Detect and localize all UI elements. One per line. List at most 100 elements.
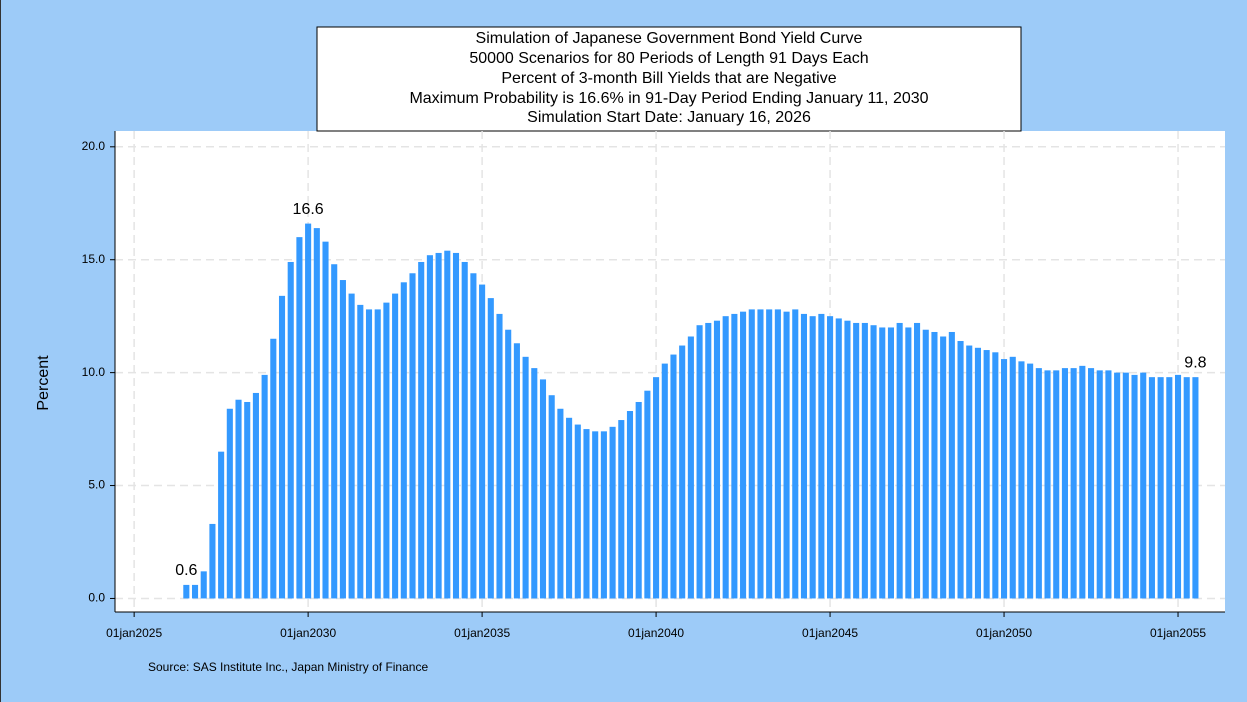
bar [600, 431, 607, 599]
bar [1114, 372, 1121, 599]
bar [531, 368, 538, 599]
bar [1018, 361, 1025, 599]
x-tick-label: 01jan2025 [106, 626, 162, 640]
bar [252, 392, 259, 599]
bar [191, 584, 199, 599]
bar [557, 408, 564, 599]
bar [426, 255, 433, 599]
bar [574, 424, 581, 599]
bar [1009, 356, 1016, 599]
bar [792, 309, 799, 599]
y-tick-label: 5.0 [88, 478, 105, 492]
bar [957, 341, 964, 599]
bar [653, 377, 660, 599]
bar [226, 408, 233, 599]
bar [966, 345, 973, 599]
bar [296, 237, 303, 599]
bar [522, 356, 529, 599]
bar [818, 313, 825, 599]
bar [905, 327, 912, 599]
bar [922, 329, 929, 599]
bar [435, 252, 442, 599]
x-tick-label: 01jan2040 [628, 626, 684, 640]
subtitle: Simulation Start Date: January 16, 2026 [527, 109, 811, 126]
bar [618, 420, 625, 599]
bar [392, 293, 399, 599]
bar [1157, 377, 1164, 599]
subtitle: 50000 Scenarios for 80 Periods of Length… [469, 50, 868, 67]
bar [1122, 372, 1129, 599]
bar [705, 322, 712, 599]
bar [1061, 368, 1068, 599]
data-label: 9.8 [1184, 354, 1206, 371]
bar [1044, 370, 1051, 599]
bar [513, 343, 520, 599]
bar [1027, 363, 1034, 599]
bar [235, 399, 242, 599]
chart-title: Simulation of Japanese Government Bond Y… [476, 30, 863, 47]
bar [209, 523, 216, 599]
bar [287, 261, 294, 599]
x-tick-label: 01jan2035 [454, 626, 510, 640]
bar [374, 309, 381, 599]
bar [261, 374, 268, 599]
bar [357, 304, 364, 599]
x-tick-label: 01jan2050 [976, 626, 1032, 640]
bar [853, 322, 860, 599]
bar [1148, 377, 1155, 599]
bar [583, 429, 590, 599]
bar [313, 228, 320, 599]
bar [278, 295, 286, 599]
bar [566, 417, 573, 599]
bar [1087, 368, 1095, 599]
y-tick-label: 10.0 [82, 365, 106, 379]
x-tick-label: 01jan2030 [280, 626, 336, 640]
bar [218, 451, 225, 599]
bar [731, 313, 738, 599]
bar [835, 318, 842, 599]
bar [270, 338, 277, 599]
bar [1096, 370, 1103, 599]
bar [348, 293, 355, 599]
bar [400, 282, 407, 599]
bar [861, 322, 868, 599]
bar [1131, 374, 1138, 599]
bar [887, 327, 895, 599]
bar [1192, 377, 1199, 599]
x-tick-label: 01jan2045 [802, 626, 858, 640]
bar [322, 241, 329, 599]
bar [879, 327, 886, 599]
bar [609, 426, 616, 599]
bar [870, 325, 877, 599]
bar [244, 401, 251, 599]
bar [774, 309, 781, 599]
bar [844, 320, 851, 599]
title-box [316, 26, 1022, 132]
bar [539, 379, 547, 599]
bar [1079, 365, 1086, 599]
bar [383, 302, 390, 599]
bar [1166, 377, 1173, 599]
bar [800, 313, 808, 599]
y-axis-label: Percent [35, 355, 52, 411]
bar [1000, 359, 1008, 599]
y-tick-label: 15.0 [82, 252, 106, 266]
bar [479, 284, 486, 599]
bar [757, 309, 764, 599]
bar [914, 322, 921, 599]
bar [592, 431, 599, 599]
bar [687, 336, 694, 599]
bar [331, 264, 338, 599]
data-label: 0.6 [175, 562, 197, 579]
data-label: 16.6 [293, 201, 324, 218]
bar [200, 571, 207, 599]
bar [1070, 368, 1077, 599]
bar [644, 390, 651, 599]
bar [670, 354, 677, 599]
bar [1183, 377, 1190, 599]
bar [183, 584, 190, 599]
bar [548, 395, 555, 599]
bar [748, 309, 755, 599]
